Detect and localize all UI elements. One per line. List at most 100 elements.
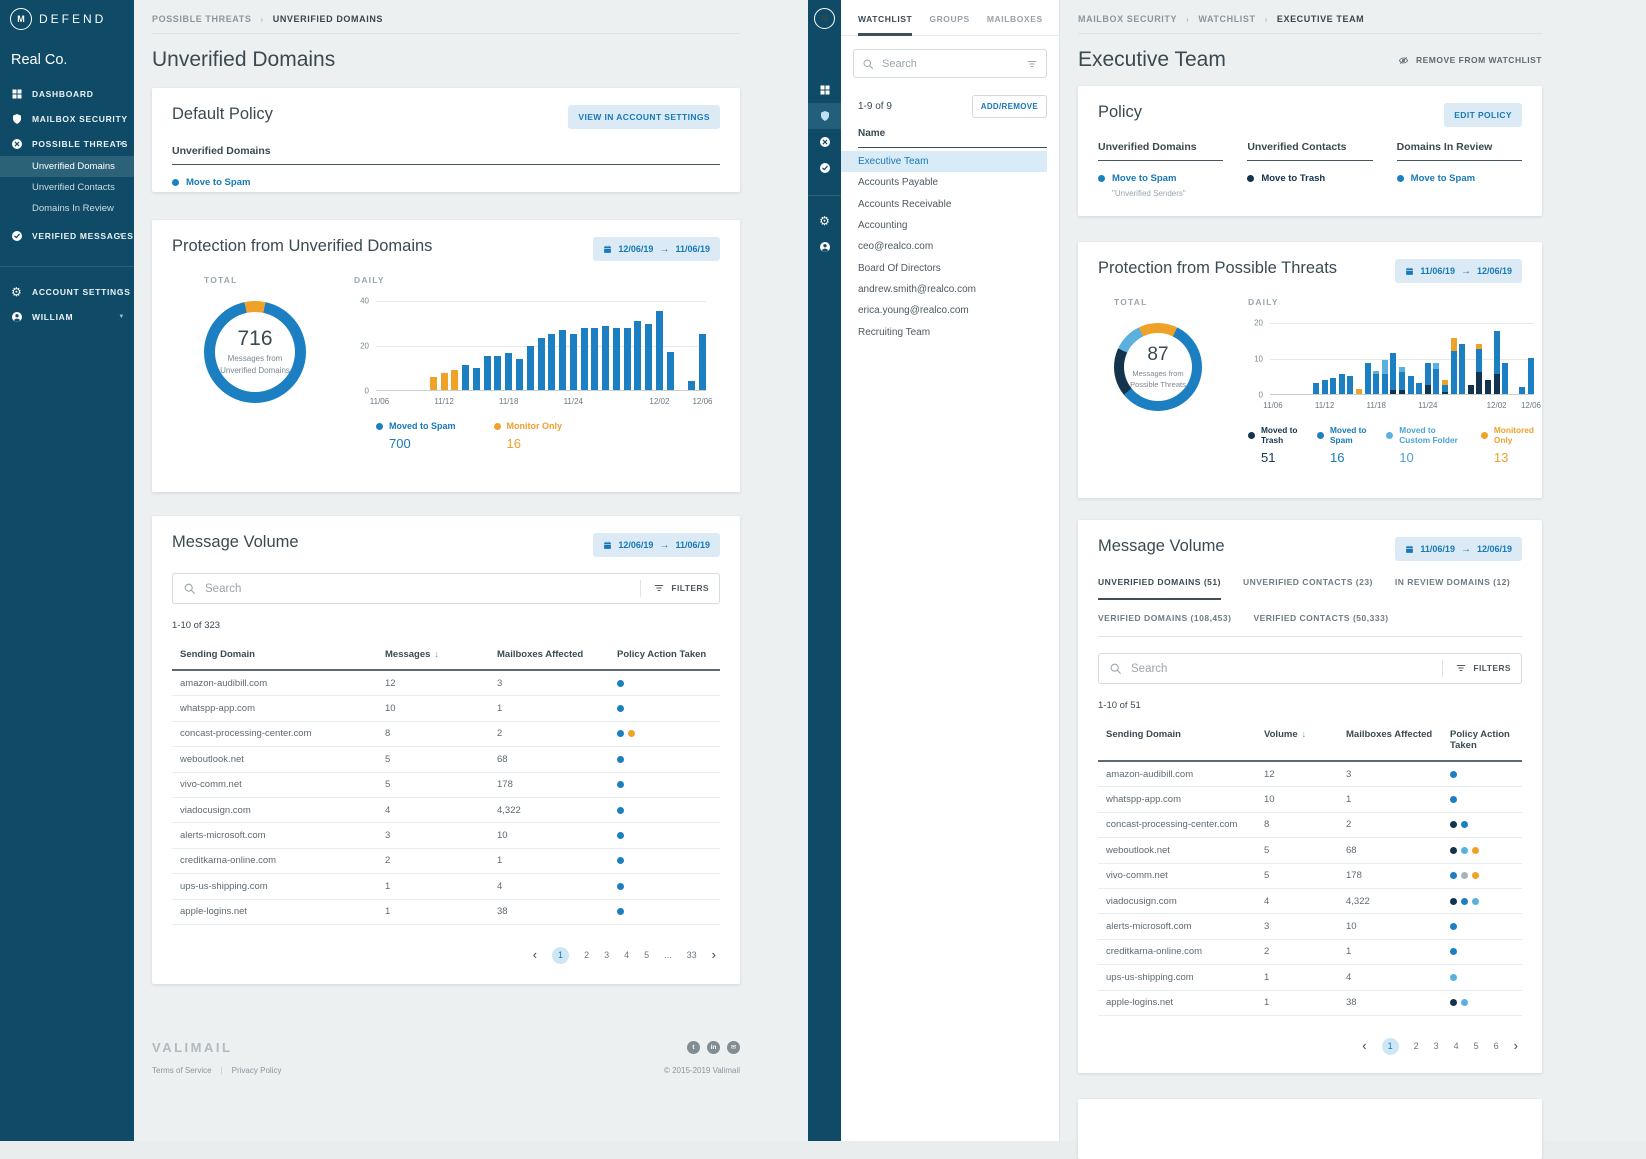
tab-watchlist[interactable]: WATCHLIST xyxy=(858,14,912,36)
remove-from-watchlist-button[interactable]: REMOVE FROM WATCHLIST xyxy=(1398,55,1542,66)
watchlist-item[interactable]: Accounts Receivable xyxy=(841,194,1047,215)
watchlist-item[interactable]: erica.young@realco.com xyxy=(841,300,1047,321)
column-header-mailboxes[interactable]: Mailboxes Affected xyxy=(497,649,617,660)
mini-sidebar-item-mailbox-security[interactable] xyxy=(808,103,841,129)
sidebar-item-verified-messages[interactable]: VERIFIED MESSAGES ▼ xyxy=(0,223,134,248)
table-row[interactable]: viadocusign.com44,322 xyxy=(172,798,720,823)
terms-of-service-link[interactable]: Terms of Service xyxy=(152,1066,212,1075)
column-header-sending-domain[interactable]: Sending Domain xyxy=(1106,729,1264,751)
table-row[interactable]: alerts-microsoft.com310 xyxy=(172,823,720,848)
edit-policy-button[interactable]: EDIT POLICY xyxy=(1444,103,1522,127)
watchlist-item[interactable]: ceo@realco.com xyxy=(841,236,1047,257)
email-icon[interactable]: ✉ xyxy=(727,1041,740,1054)
linkedin-icon[interactable]: in xyxy=(707,1041,720,1054)
column-header-volume[interactable]: Volume↓ xyxy=(1264,729,1346,751)
sidebar-item-unverified-contacts[interactable]: Unverified Contacts xyxy=(0,177,134,198)
policy-action-label[interactable]: Move to Spam xyxy=(186,177,250,188)
policy-action-label[interactable]: Move to Spam xyxy=(1112,173,1176,184)
defend-logo-icon[interactable]: M xyxy=(814,8,835,29)
sidebar-item-user-william[interactable]: WILLIAM ▼ xyxy=(0,304,134,329)
column-header-policy-action[interactable]: Policy Action Taken xyxy=(1450,729,1514,751)
twitter-icon[interactable]: t xyxy=(687,1041,700,1054)
table-row[interactable]: amazon-audibill.com123 xyxy=(172,671,720,696)
table-row[interactable]: ups-us-shipping.com14 xyxy=(1098,965,1522,990)
breadcrumb-item[interactable]: WATCHLIST xyxy=(1198,14,1255,24)
watchlist-name-header[interactable]: Name xyxy=(858,128,1047,148)
breadcrumb-item[interactable]: MAILBOX SECURITY xyxy=(1078,14,1177,24)
watchlist-item[interactable]: andrew.smith@realco.com xyxy=(841,279,1047,300)
mini-sidebar-item-possible-threats[interactable] xyxy=(808,129,841,155)
table-row[interactable]: ups-us-shipping.com14 xyxy=(172,874,720,899)
filters-button[interactable]: FILTERS xyxy=(1442,660,1511,677)
table-row[interactable]: apple-logins.net138 xyxy=(1098,991,1522,1016)
table-row[interactable]: weboutlook.net568 xyxy=(1098,838,1522,863)
table-row[interactable]: creditkarna-online.com21 xyxy=(1098,940,1522,965)
table-row[interactable]: whatspp-app.com101 xyxy=(172,696,720,721)
tab-verified-domains[interactable]: VERIFIED DOMAINS (108,453) xyxy=(1098,613,1231,636)
page-button[interactable]: 5 xyxy=(644,950,649,960)
column-header-messages[interactable]: Messages↓ xyxy=(385,649,497,660)
pager-prev-icon[interactable]: ‹ xyxy=(533,950,537,960)
policy-action-label[interactable]: Move to Trash xyxy=(1261,173,1325,184)
watchlist-item[interactable]: Recruiting Team xyxy=(841,321,1047,342)
watchlist-search-input[interactable] xyxy=(882,58,1026,70)
mini-sidebar-item-account-settings[interactable]: ⚙ xyxy=(808,208,841,234)
page-button[interactable]: 1 xyxy=(1382,1038,1399,1055)
table-row[interactable]: creditkarna-online.com21 xyxy=(172,849,720,874)
page-button[interactable]: 6 xyxy=(1494,1041,1499,1051)
date-range-button[interactable]: 11/06/19 → 12/06/19 xyxy=(1395,537,1522,561)
tab-unverified-contacts[interactable]: UNVERIFIED CONTACTS (23) xyxy=(1243,577,1373,600)
page-button[interactable]: 3 xyxy=(1434,1041,1439,1051)
date-range-button[interactable]: 12/06/19 → 11/06/19 xyxy=(593,533,720,557)
page-button[interactable]: 5 xyxy=(1474,1041,1479,1051)
page-button[interactable]: 4 xyxy=(1454,1041,1459,1051)
sidebar-item-dashboard[interactable]: DASHBOARD xyxy=(0,81,134,106)
sidebar-item-possible-threats[interactable]: POSSIBLE THREATS ▲ xyxy=(0,131,134,156)
mini-sidebar-item-verified-messages[interactable] xyxy=(808,155,841,181)
table-row[interactable]: concast-processing-center.com82 xyxy=(1098,813,1522,838)
table-row[interactable]: viadocusign.com44,322 xyxy=(1098,889,1522,914)
watchlist-item[interactable]: Executive Team xyxy=(841,151,1047,172)
tab-verified-contacts[interactable]: VERIFIED CONTACTS (50,333) xyxy=(1253,613,1388,636)
mini-sidebar-item-user[interactable] xyxy=(808,234,841,260)
column-header-policy-action[interactable]: Policy Action Taken xyxy=(617,649,712,660)
table-row[interactable]: alerts-microsoft.com310 xyxy=(1098,914,1522,939)
filter-icon[interactable] xyxy=(1026,58,1038,70)
sidebar-item-unverified-domains[interactable]: Unverified Domains xyxy=(0,156,134,177)
sidebar-item-account-settings[interactable]: ⚙ ACCOUNT SETTINGS ▼ xyxy=(0,279,134,304)
table-row[interactable]: apple-logins.net138 xyxy=(172,900,720,925)
search-input[interactable] xyxy=(1131,663,1442,675)
tab-in-review-domains[interactable]: IN REVIEW DOMAINS (12) xyxy=(1395,577,1510,600)
page-button[interactable]: 2 xyxy=(584,950,589,960)
page-button[interactable]: 4 xyxy=(624,950,629,960)
table-row[interactable]: weboutlook.net568 xyxy=(172,747,720,772)
table-row[interactable]: whatspp-app.com101 xyxy=(1098,787,1522,812)
page-button[interactable]: 1 xyxy=(552,947,569,964)
pager-prev-icon[interactable]: ‹ xyxy=(1362,1041,1366,1051)
search-input[interactable] xyxy=(205,583,640,595)
page-button[interactable]: 2 xyxy=(1414,1041,1419,1051)
watchlist-item[interactable]: Accounts Payable xyxy=(841,172,1047,193)
column-header-sending-domain[interactable]: Sending Domain xyxy=(180,649,385,660)
page-button[interactable]: 33 xyxy=(687,950,697,960)
view-in-account-settings-button[interactable]: VIEW IN ACCOUNT SETTINGS xyxy=(568,105,720,129)
policy-action-label[interactable]: Move to Spam xyxy=(1411,173,1475,184)
tab-unverified-domains[interactable]: UNVERIFIED DOMAINS (51) xyxy=(1098,577,1221,600)
date-range-button[interactable]: 12/06/19 → 11/06/19 xyxy=(593,237,720,261)
watchlist-item[interactable]: Accounting xyxy=(841,215,1047,236)
pager-next-icon[interactable]: › xyxy=(712,950,716,960)
tab-groups[interactable]: GROUPS xyxy=(929,14,969,35)
table-row[interactable]: vivo-comm.net5178 xyxy=(172,773,720,798)
filters-button[interactable]: FILTERS xyxy=(640,580,709,597)
mini-sidebar-item-dashboard[interactable] xyxy=(808,77,841,103)
table-row[interactable]: vivo-comm.net5178 xyxy=(1098,864,1522,889)
table-row[interactable]: concast-processing-center.com82 xyxy=(172,722,720,747)
page-button[interactable]: 3 xyxy=(604,950,609,960)
privacy-policy-link[interactable]: Privacy Policy xyxy=(232,1066,282,1075)
sidebar-item-domains-in-review[interactable]: Domains In Review xyxy=(0,198,134,219)
date-range-button[interactable]: 11/06/19 → 12/06/19 xyxy=(1395,259,1522,283)
add-remove-button[interactable]: ADD/REMOVE xyxy=(972,95,1047,118)
tab-mailboxes[interactable]: MAILBOXES xyxy=(987,14,1043,35)
sidebar-item-mailbox-security[interactable]: MAILBOX SECURITY xyxy=(0,106,134,131)
pager-next-icon[interactable]: › xyxy=(1514,1041,1518,1051)
